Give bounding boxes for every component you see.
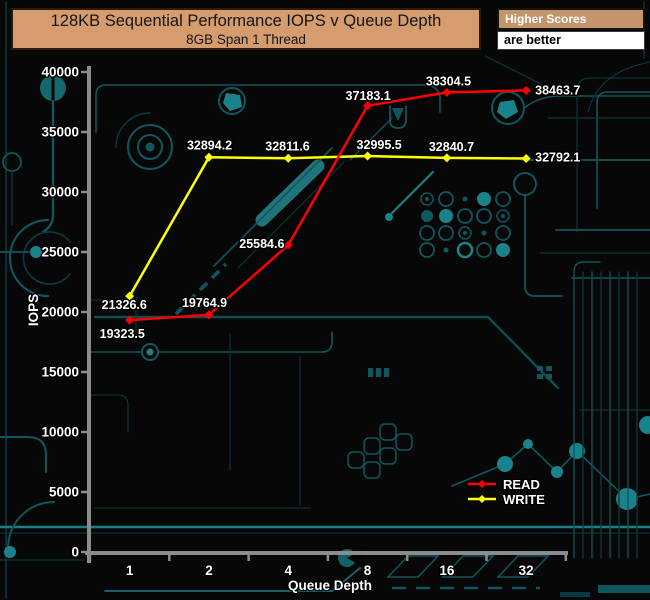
data-label-read: 19764.9 — [182, 296, 227, 310]
tick-label-x: 4 — [284, 563, 292, 578]
series-line-read — [129, 89, 527, 322]
legend-marker-write — [478, 495, 486, 503]
data-point-read — [442, 87, 452, 97]
tick-label-x: 8 — [364, 563, 372, 578]
data-point-write — [283, 153, 293, 163]
note-body: are better — [497, 31, 645, 50]
tick-label-y: 30000 — [41, 185, 79, 200]
data-point-read — [521, 85, 531, 95]
axis-label-y: IOPS — [26, 294, 41, 326]
tick-label-y: 35000 — [41, 125, 79, 140]
tick-label-y: 15000 — [41, 365, 79, 380]
legend-marker-read — [478, 480, 486, 488]
tick-label-y: 5000 — [49, 485, 79, 500]
data-label-write: 21326.6 — [102, 298, 147, 312]
data-point-read — [363, 101, 373, 111]
data-label-write: 32811.6 — [265, 139, 310, 153]
data-label-write: 32995.5 — [357, 138, 402, 152]
data-label-write: 32894.2 — [187, 138, 232, 152]
series-line-write — [128, 154, 527, 297]
tick-label-y: 10000 — [41, 425, 79, 440]
legend-label-read: READ — [503, 477, 540, 492]
data-point-read — [125, 315, 135, 325]
tick-label-y: 25000 — [41, 245, 79, 260]
tick-label-x: 2 — [205, 563, 213, 578]
note-header: Higher Scores — [497, 8, 645, 30]
data-label-write: 32792.1 — [535, 150, 580, 164]
higher-scores-note: Higher Scores are better — [497, 8, 645, 50]
data-point-write — [521, 153, 531, 163]
data-label-write: 32840.7 — [429, 140, 474, 154]
data-label-read: 38463.7 — [535, 83, 580, 97]
data-point-read — [204, 310, 214, 320]
tick-label-y: 0 — [71, 545, 79, 560]
chart-title: 128KB Sequential Performance IOPS v Queu… — [50, 12, 442, 30]
data-label-read: 19323.5 — [100, 327, 145, 341]
tick-label-x: 1 — [126, 563, 134, 578]
data-point-write — [125, 291, 135, 301]
tick-label-y: 40000 — [41, 65, 79, 80]
data-label-read: 38304.5 — [426, 74, 471, 88]
data-point-write — [363, 151, 373, 161]
legend-label-write: WRITE — [503, 492, 545, 507]
tick-label-y: 20000 — [41, 305, 79, 320]
data-point-write — [442, 153, 452, 163]
data-label-read: 37183.1 — [346, 89, 391, 103]
chart-title-banner: 128KB Sequential Performance IOPS v Queu… — [11, 8, 481, 50]
data-point-write — [204, 152, 214, 162]
data-label-read: 25584.6 — [239, 237, 284, 251]
chart-subtitle: 8GB Span 1 Thread — [186, 32, 306, 47]
data-point-read — [283, 240, 293, 250]
tick-label-x: 32 — [519, 563, 534, 578]
tick-label-x: 16 — [439, 563, 455, 578]
axis-label-x: Queue Depth — [288, 578, 372, 593]
